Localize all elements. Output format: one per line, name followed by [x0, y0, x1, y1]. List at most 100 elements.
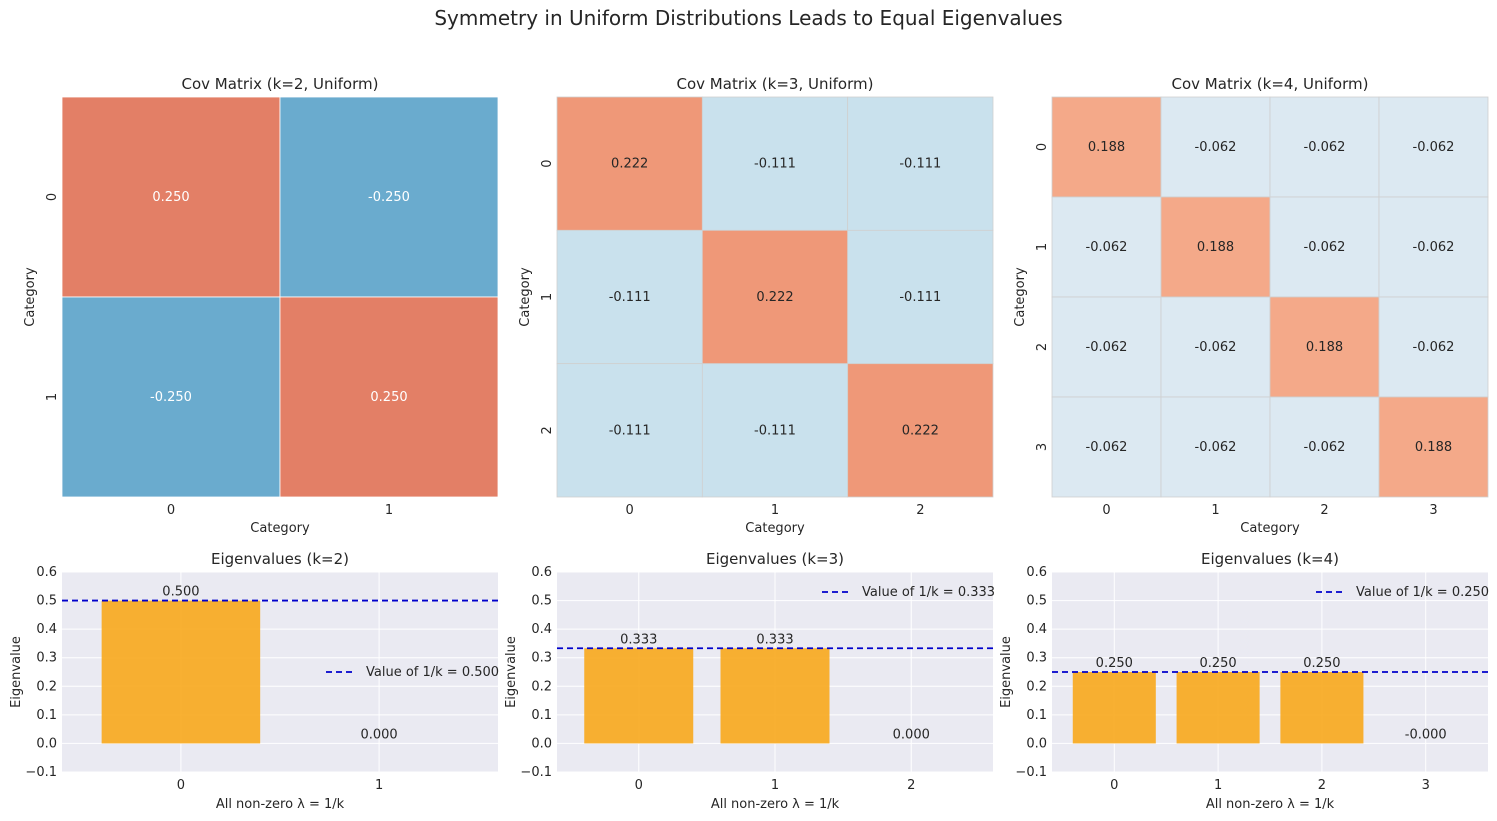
heatmap-cell — [61, 296, 281, 498]
bar-value-label: 0.250 — [1096, 656, 1133, 671]
y-tick-label: 0.4 — [531, 622, 552, 637]
x-tick-label: 0 — [1110, 778, 1118, 793]
heatmap-cell-label: -0.111 — [609, 290, 651, 305]
heatmap-cell — [1051, 96, 1162, 198]
heatmap-panel-k3: Cov Matrix (k=3, Uniform) 0.222 -0.111 -0.1… — [518, 75, 994, 536]
y-tick-label: 0.4 — [1026, 622, 1047, 637]
bar-title: Eigenvalues (k=4) — [1201, 550, 1339, 568]
heatmap-cell — [701, 96, 849, 231]
heatmap-cell-label: 0.222 — [756, 290, 793, 305]
y-tick-label: 0.0 — [531, 736, 552, 751]
eigenvalue-bar — [1176, 672, 1260, 744]
eigenvalue-bar — [720, 648, 830, 744]
y-tick-label: −0.1 — [520, 765, 552, 780]
x-tick-label: 1 — [1214, 778, 1222, 793]
heatmap-panel-k2: Cov Matrix (k=2, Uniform) 0.250 -0.250 -0.2… — [23, 75, 499, 536]
heatmap-x-tick: 0 — [626, 503, 634, 518]
heatmap-cell — [1051, 196, 1162, 298]
heatmap-cell-label: 0.188 — [1306, 340, 1343, 355]
heatmap-cell — [1269, 296, 1380, 398]
bar-ylabel: Eigenvalue — [999, 636, 1014, 708]
heatmap-cell-label: -0.062 — [1086, 340, 1128, 355]
heatmap-cell-label: -0.111 — [609, 423, 651, 438]
heatmap-cell-label: -0.111 — [899, 157, 941, 172]
heatmap-cell-label: -0.062 — [1304, 240, 1346, 255]
y-tick-label: 0.3 — [36, 651, 57, 666]
heatmap-cell — [1051, 396, 1162, 498]
y-tick-label: 0.3 — [1026, 651, 1047, 666]
heatmap-cell-label: -0.111 — [754, 157, 796, 172]
bar-value-label: 0.000 — [893, 727, 930, 742]
heatmap-cell — [1378, 196, 1489, 298]
x-tick-label: 1 — [771, 778, 779, 793]
bar-value-label: 0.333 — [620, 632, 657, 647]
heatmap-y-tick: 0 — [540, 160, 555, 168]
heatmap-cell — [847, 363, 994, 498]
heatmap-cell-label: -0.062 — [1304, 440, 1346, 455]
heatmap-y-tick: 3 — [1035, 443, 1050, 451]
y-tick-label: 0.0 — [1026, 736, 1047, 751]
y-tick-label: 0.5 — [36, 594, 57, 609]
y-tick-label: 0.5 — [531, 594, 552, 609]
x-tick-label: 2 — [907, 778, 915, 793]
y-tick-label: 0.6 — [531, 565, 552, 580]
x-tick-label: 0 — [177, 778, 185, 793]
heatmap-title: Cov Matrix (k=3, Uniform) — [677, 75, 874, 93]
y-tick-label: 0.2 — [531, 679, 552, 694]
heatmap-cell-label: 0.250 — [152, 190, 189, 205]
x-tick-label: 0 — [635, 778, 643, 793]
heatmap-cell-label: -0.062 — [1086, 440, 1128, 455]
heatmap-cell-label: -0.062 — [1195, 140, 1237, 155]
y-tick-label: 0.2 — [1026, 679, 1047, 694]
y-tick-label: 0.0 — [36, 736, 57, 751]
y-tick-label: 0.6 — [1026, 565, 1047, 580]
heatmap-cell — [556, 363, 703, 498]
bar-value-label: 0.000 — [360, 727, 397, 742]
bar-value-label: 0.250 — [1199, 656, 1236, 671]
heatmap-x-tick: 0 — [1102, 503, 1110, 518]
heatmap-x-tick: 0 — [167, 503, 175, 518]
legend-label: Value of 1/k = 0.500 — [366, 665, 499, 680]
heatmap-cell — [847, 229, 994, 365]
heatmap-title: Cov Matrix (k=2, Uniform) — [182, 75, 379, 93]
y-tick-label: −0.1 — [1015, 765, 1047, 780]
heatmap-y-tick: 2 — [540, 426, 555, 434]
heatmap-cell-label: -0.062 — [1304, 140, 1346, 155]
heatmap-x-tick: 1 — [771, 503, 779, 518]
heatmap-cell-label: -0.062 — [1413, 140, 1455, 155]
heatmap-panel-k4: Cov Matrix (k=4, Uniform) 0.188 -0.062 -0.0… — [1013, 75, 1489, 536]
x-tick-label: 3 — [1422, 778, 1430, 793]
y-tick-label: 0.5 — [1026, 594, 1047, 609]
heatmap-title: Cov Matrix (k=4, Uniform) — [1172, 75, 1369, 93]
heatmap-x-tick: 2 — [916, 503, 924, 518]
heatmap-cell — [701, 229, 849, 365]
y-tick-label: 0.1 — [36, 708, 57, 723]
bar-xlabel: All non-zero λ = 1/k — [216, 797, 345, 812]
heatmap-cell-label: -0.062 — [1413, 240, 1455, 255]
heatmap-cell — [847, 96, 994, 231]
heatmap-y-tick: 0 — [1035, 143, 1050, 151]
bar-panel-k4: −0.1 0.0 0.1 0.2 0.3 0.4 0.5 0.6 0 1 2 3 0.250 0.250 0… — [999, 550, 1489, 812]
bar-title: Eigenvalues (k=3) — [706, 550, 844, 568]
y-tick-label: −0.1 — [25, 765, 57, 780]
heatmap-cell — [1378, 96, 1489, 198]
bar-value-label: 0.250 — [1303, 656, 1340, 671]
heatmap-cell-label: -0.062 — [1413, 340, 1455, 355]
heatmap-cell-label: -0.111 — [899, 290, 941, 305]
heatmap-xlabel: Category — [250, 521, 310, 536]
heatmap-cell-label: -0.250 — [150, 390, 192, 405]
heatmap-cell-label: 0.222 — [902, 423, 939, 438]
heatmap-cell — [1160, 296, 1271, 398]
heatmap-x-tick: 1 — [1211, 503, 1219, 518]
bar-ylabel: Eigenvalue — [504, 636, 519, 708]
y-tick-label: 0.4 — [36, 622, 57, 637]
heatmap-y-tick: 1 — [1035, 243, 1050, 251]
heatmap-x-tick: 3 — [1429, 503, 1437, 518]
eigenvalue-bar — [584, 648, 694, 744]
figure-suptitle: Symmetry in Uniform Distributions Leads … — [434, 6, 1063, 30]
heatmap-cell — [1378, 296, 1489, 398]
y-tick-label: 0.6 — [36, 565, 57, 580]
heatmap-cell — [61, 96, 281, 298]
